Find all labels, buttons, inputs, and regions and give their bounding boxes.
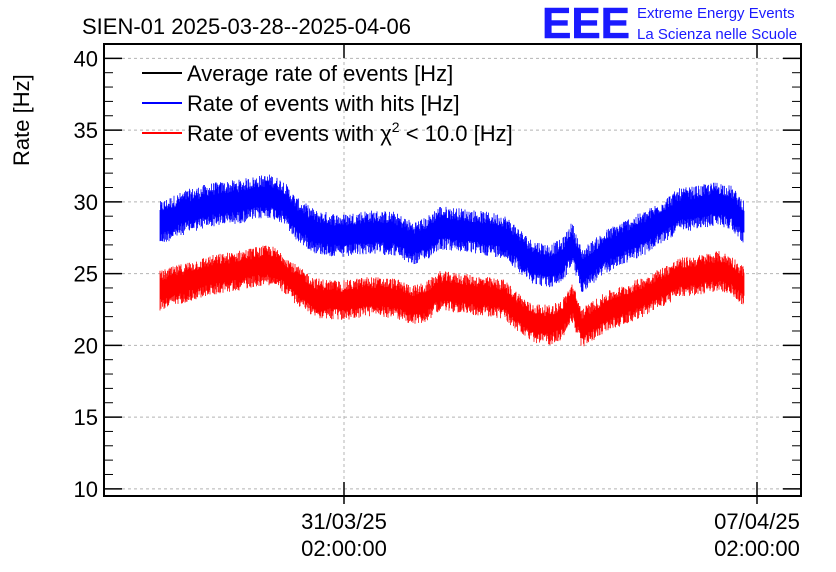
- series-hits-trace: [159, 174, 745, 292]
- x-tick-date: 07/04/25: [714, 509, 800, 534]
- legend-chi2-prefix: Rate of events with: [187, 121, 380, 146]
- plot-frame: [103, 43, 802, 497]
- x-tick-time: 02:00:00: [714, 536, 800, 561]
- y-tick-label: 15: [74, 405, 98, 430]
- y-tick-label: 10: [74, 477, 98, 502]
- y-tick-label: 30: [74, 190, 98, 215]
- y-tick-label: 25: [74, 262, 98, 287]
- chart-title: SIEN-01 2025-03-28--2025-04-06: [82, 14, 411, 39]
- logo-line-2: La Scienza nelle Scuole: [637, 26, 797, 43]
- legend: Average rate of events [Hz] Rate of even…: [142, 61, 513, 146]
- legend-chi2-symbol: χ: [380, 121, 392, 146]
- logo-line-1: Extreme Energy Events: [637, 5, 795, 22]
- legend-chi2-sup: 2: [392, 119, 400, 135]
- y-tick-label: 35: [74, 118, 98, 143]
- series-chi2-trace: [159, 245, 745, 347]
- legend-label-chi2: Rate of events with χ2 < 10.0 [Hz]: [187, 119, 513, 146]
- legend-label-hits: Rate of events with hits [Hz]: [187, 91, 460, 116]
- legend-label-average: Average rate of events [Hz]: [187, 61, 453, 86]
- eee-logo-mark: EEE: [542, 0, 630, 48]
- series-layer: [159, 174, 745, 347]
- x-tick-time: 02:00:00: [301, 536, 387, 561]
- y-tick-label: 20: [74, 333, 98, 358]
- axis-ticks: [104, 43, 801, 504]
- eee-logo: EEE Extreme Energy Events La Scienza nel…: [542, 0, 797, 48]
- y-tick-label: 40: [74, 46, 98, 71]
- legend-chi2-suffix: < 10.0 [Hz]: [400, 121, 513, 146]
- x-tick-date: 31/03/25: [301, 509, 387, 534]
- y-tick-labels: 10 15 20 25 30 35 40: [74, 46, 98, 501]
- y-axis-label: Rate [Hz]: [9, 74, 34, 166]
